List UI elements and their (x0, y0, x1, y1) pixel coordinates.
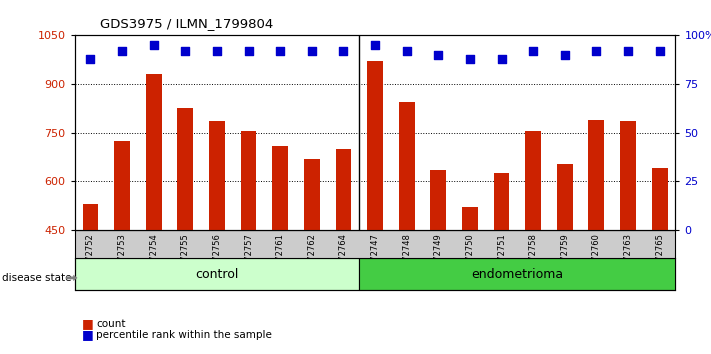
Point (370, 42, 381, 48)
Point (654, 48, 665, 54)
Point (243, 48, 255, 54)
Point (622, 48, 634, 54)
Bar (272, 146, 288, 354)
Bar (557, 164, 572, 354)
Bar (75, 258, 359, 290)
Point (401, 48, 412, 54)
Bar (82, 204, 98, 354)
Bar (367, 61, 383, 354)
Bar (462, 207, 478, 354)
Point (117, 48, 128, 54)
Bar (620, 121, 636, 354)
Point (306, 48, 318, 54)
Point (591, 48, 602, 54)
Point (274, 48, 286, 54)
Text: count: count (96, 319, 125, 329)
Text: ■: ■ (82, 318, 94, 330)
Point (496, 56, 507, 62)
Text: ■: ■ (82, 328, 94, 341)
Point (180, 48, 191, 54)
Text: control: control (196, 268, 239, 281)
Point (559, 52, 570, 58)
Bar (178, 108, 193, 354)
Point (464, 56, 476, 62)
Text: GDS3975 / ILMN_1799804: GDS3975 / ILMN_1799804 (100, 17, 273, 30)
Point (211, 48, 223, 54)
Bar (430, 170, 447, 354)
Point (432, 52, 444, 58)
Text: percentile rank within the sample: percentile rank within the sample (96, 330, 272, 339)
Bar (359, 258, 691, 290)
Point (85, 56, 96, 62)
Point (338, 48, 349, 54)
Bar (525, 131, 541, 354)
Text: disease state: disease state (2, 273, 72, 283)
Bar (114, 141, 130, 354)
Bar (399, 102, 415, 354)
Bar (493, 173, 510, 354)
Bar (652, 169, 668, 354)
Bar (209, 121, 225, 354)
Point (148, 42, 159, 48)
Bar (240, 131, 257, 354)
Text: endometrioma: endometrioma (471, 268, 563, 281)
Point (528, 48, 539, 54)
Bar (589, 120, 604, 354)
Bar (146, 74, 161, 354)
Bar (336, 149, 351, 354)
Bar (304, 159, 320, 354)
